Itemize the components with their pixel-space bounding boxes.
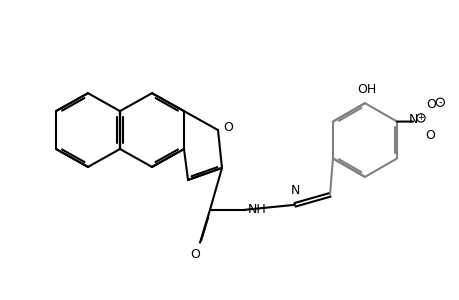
- Text: N: N: [290, 184, 299, 196]
- Text: -: -: [437, 97, 441, 107]
- Text: O: O: [223, 121, 233, 134]
- Text: O: O: [425, 98, 436, 111]
- Text: OH: OH: [357, 83, 376, 96]
- Text: O: O: [424, 129, 434, 142]
- Text: NH: NH: [247, 203, 265, 216]
- Text: N: N: [408, 113, 417, 126]
- Text: O: O: [190, 248, 200, 261]
- Text: +: +: [417, 113, 424, 122]
